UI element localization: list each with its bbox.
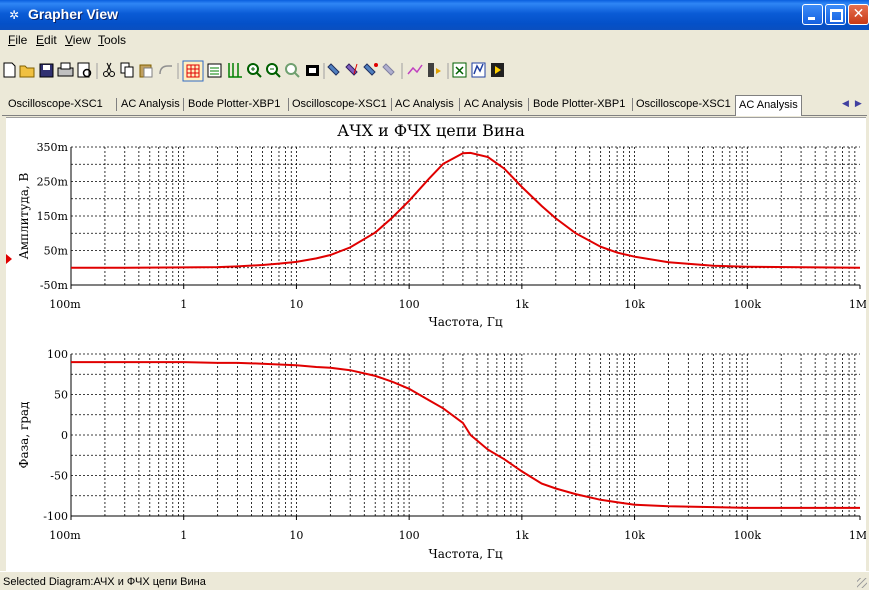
x-tick-label: 10 — [289, 298, 303, 311]
tab-divider — [632, 98, 633, 111]
tab-ac-analysis[interactable]: AC Analysis — [464, 98, 523, 110]
close-button[interactable]: ✕ — [848, 4, 869, 25]
resize-grip[interactable] — [857, 578, 867, 588]
x-tick-label: 100 — [399, 529, 420, 542]
select-marks-icon[interactable] — [363, 63, 378, 76]
tab-oscilloscope-xsc1[interactable]: Oscilloscope-XSC1 — [636, 98, 731, 110]
x-tick-label: 1k — [515, 529, 529, 542]
copy-icon[interactable] — [120, 62, 134, 78]
x-tick-label: 1M — [849, 529, 866, 542]
series-line — [71, 361, 860, 509]
tab-strip: Oscilloscope-XSC1 AC Analysis Bode Plott… — [2, 95, 867, 116]
overlay-traces-icon[interactable] — [345, 63, 358, 76]
add-text-icon[interactable] — [407, 64, 423, 75]
properties-icon[interactable] — [327, 63, 340, 76]
tab-oscilloscope-xsc1[interactable]: Oscilloscope-XSC1 — [8, 98, 103, 110]
maximize-button[interactable] — [825, 4, 846, 25]
tab-divider — [183, 98, 184, 111]
status-text: Selected Diagram:АЧХ и ФЧХ цепи Вина — [3, 576, 206, 588]
chart-title: АЧХ и ФЧХ цепи Вина — [337, 121, 525, 140]
tab-bode-plotter-xbp1[interactable]: Bode Plotter-XBP1 — [533, 98, 626, 110]
menu-edit[interactable]: Edit — [36, 33, 57, 47]
y-axis-label: Амплитуда, В — [17, 172, 31, 259]
y-tick-label: 150m — [37, 210, 69, 223]
menu-file[interactable]: File — [8, 33, 28, 47]
print-icon[interactable] — [57, 62, 74, 77]
undo-icon[interactable] — [159, 65, 172, 75]
menu-view[interactable]: View — [65, 33, 91, 47]
y-tick-label: 50 — [54, 389, 68, 402]
print-preview-icon[interactable] — [77, 62, 92, 78]
x-tick-label: 1 — [180, 529, 187, 542]
status-bar: Selected Diagram:АЧХ и ФЧХ цепи Вина — [0, 571, 869, 590]
cut-icon[interactable] — [103, 62, 115, 77]
tab-divider — [288, 98, 289, 111]
y-tick-label: 50m — [44, 245, 69, 258]
tab-divider — [116, 98, 117, 111]
title-bar[interactable]: ✲ Grapher View ✕ — [0, 0, 869, 30]
menu-bar: File Edit View Tools — [0, 30, 869, 50]
y-tick-label: -50 — [50, 470, 68, 483]
show-cursors-icon[interactable] — [428, 63, 441, 77]
tab-divider — [528, 98, 529, 111]
x-tick-label: 1M — [849, 298, 866, 311]
x-tick-label: 100 — [399, 298, 420, 311]
tab-ac-analysis[interactable]: AC Analysis — [395, 98, 454, 110]
tab-ac-analysis-active[interactable]: AC Analysis — [735, 95, 802, 116]
series-line — [71, 151, 861, 269]
toolbar — [3, 60, 504, 82]
x-tick-label: 10k — [624, 529, 645, 542]
save-icon[interactable] — [39, 63, 54, 78]
open-icon[interactable] — [19, 65, 35, 78]
tab-scroll-arrows[interactable]: ◀▶ — [842, 98, 868, 108]
cursors-icon[interactable] — [228, 63, 242, 78]
x-tick-label: 100k — [733, 529, 761, 542]
x-tick-label: 10 — [289, 529, 303, 542]
app-icon: ✲ — [8, 8, 20, 22]
minimize-button[interactable] — [802, 4, 823, 25]
y-tick-label: -100 — [43, 510, 68, 523]
tab-oscilloscope-xsc1[interactable]: Oscilloscope-XSC1 — [292, 98, 387, 110]
x-tick-label: 100k — [733, 298, 761, 311]
tab-ac-analysis[interactable]: AC Analysis — [121, 98, 180, 110]
y-tick-label: -50m — [40, 279, 69, 292]
zoom-out-icon[interactable] — [266, 63, 281, 78]
y-axis-label: Фаза, град — [17, 402, 31, 469]
y-tick-label: 100 — [47, 348, 68, 361]
selected-diagram-marker — [6, 254, 12, 264]
x-tick-label: 1 — [180, 298, 187, 311]
zoom-full-icon[interactable] — [285, 63, 300, 78]
tab-divider — [391, 98, 392, 111]
x-tick-label: 100m — [49, 298, 81, 311]
tab-bode-plotter-xbp1[interactable]: Bode Plotter-XBP1 — [188, 98, 281, 110]
paste-icon[interactable] — [139, 64, 153, 78]
plot-area[interactable]: 100m 1 10 100 1k 10k 100k 1M -50m 50m 150m 250m 350m… — [6, 117, 866, 584]
x-axis-label: Частота, Гц — [428, 547, 502, 561]
grid-icon[interactable] — [182, 60, 204, 82]
x-axis-label: Частота, Гц — [428, 315, 502, 329]
zoom-in-icon[interactable] — [247, 63, 262, 78]
window-title: Grapher View — [28, 6, 119, 22]
export-mathcad-icon[interactable] — [471, 62, 486, 78]
menu-tools[interactable]: Tools — [98, 33, 127, 47]
y-tick-label: 250m — [37, 176, 69, 189]
legend-icon[interactable] — [207, 63, 222, 78]
export-excel-icon[interactable] — [452, 62, 467, 78]
clear-marks-icon[interactable] — [382, 63, 395, 76]
close-icon: ✕ — [852, 6, 865, 22]
reverse-colors-icon[interactable] — [306, 65, 319, 76]
x-tick-label: 1k — [515, 298, 529, 311]
new-icon[interactable] — [3, 62, 16, 78]
x-tick-label: 100m — [49, 529, 81, 542]
x-tick-label: 10k — [624, 298, 645, 311]
chart-canvas: 100m 1 10 100 1k 10k 100k 1M-50m50m150m250m350m… — [17, 121, 866, 561]
tab-divider — [459, 98, 460, 111]
export-lvm-icon[interactable] — [491, 63, 504, 77]
y-tick-label: 0 — [61, 429, 68, 442]
y-tick-label: 350m — [37, 141, 69, 154]
